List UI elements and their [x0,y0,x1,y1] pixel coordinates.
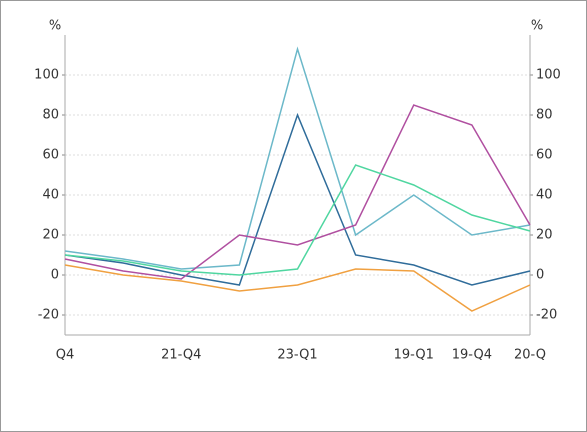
y2-tick-label: 40 [536,188,553,203]
series-line [64,164,531,276]
y-tick-label: 20 [42,228,59,243]
y-tick-label: 80 [42,108,59,123]
series-line [64,112,531,286]
y2-tick-label: 100 [536,68,561,83]
y-tick-label: -20 [38,308,59,323]
y2-tick-label: 20 [536,228,553,243]
series-line [64,264,531,312]
x-tick-label: 19-Q1 [394,348,434,363]
y-tick-label: 60 [42,148,59,163]
y-tick-label: 40 [42,188,59,203]
y2-tick-label: -20 [536,308,557,323]
y-tick-label: 100 [34,68,59,83]
x-tick-label: 21-Q4 [161,348,201,363]
y-tick-label: 0 [51,268,59,283]
y2-tick-label: 0 [536,268,544,283]
x-tick-label: 20-Q [514,348,546,363]
y2-axis-label: % [531,19,543,34]
y2-tick-label: 60 [536,148,553,163]
series-line [64,46,531,270]
y-axis-label: % [49,19,61,34]
series-line [64,104,531,280]
y2-tick-label: 80 [536,108,553,123]
x-tick-label: Q4 [56,348,75,363]
x-tick-label: 23-Q1 [277,348,317,363]
x-tick-label: 19-Q4 [452,348,492,363]
